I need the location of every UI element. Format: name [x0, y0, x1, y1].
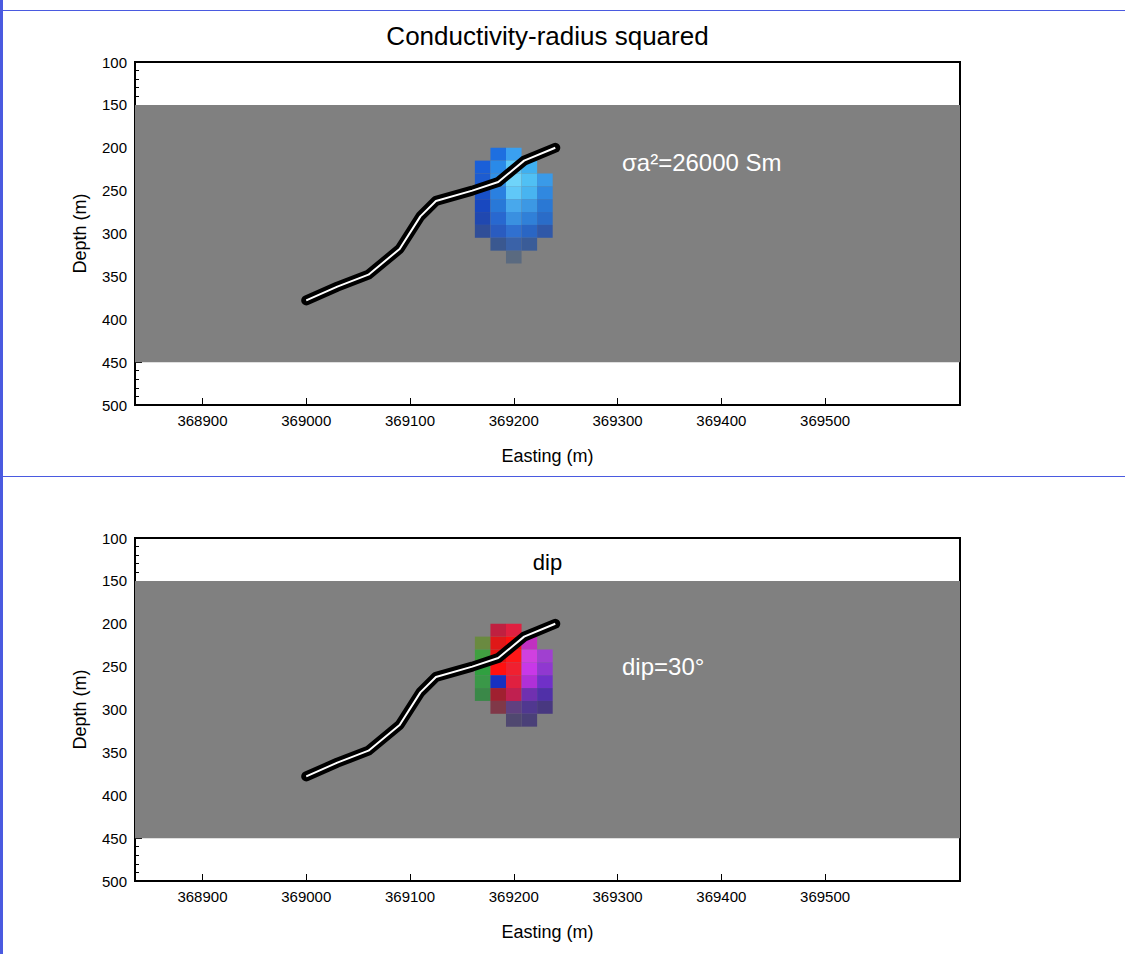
svg-text:Depth (m): Depth (m)	[70, 669, 90, 749]
svg-text:369500: 369500	[800, 888, 850, 905]
svg-text:369200: 369200	[489, 888, 539, 905]
svg-text:Easting (m): Easting (m)	[501, 922, 593, 942]
svg-text:369400: 369400	[696, 888, 746, 905]
svg-text:369500: 369500	[800, 412, 850, 429]
svg-text:Easting (m): Easting (m)	[501, 446, 593, 466]
svg-text:369400: 369400	[696, 412, 746, 429]
svg-text:σa²=26000 Sm: σa²=26000 Sm	[622, 149, 782, 176]
svg-text:369100: 369100	[385, 412, 435, 429]
svg-text:dip: dip	[533, 550, 562, 575]
svg-text:150: 150	[102, 96, 127, 113]
svg-text:369100: 369100	[385, 888, 435, 905]
svg-text:368900: 368900	[177, 412, 227, 429]
svg-text:Depth (m): Depth (m)	[70, 193, 90, 273]
svg-text:369000: 369000	[281, 412, 331, 429]
svg-text:369300: 369300	[593, 888, 643, 905]
svg-text:500: 500	[102, 397, 127, 414]
svg-text:200: 200	[102, 139, 127, 156]
svg-text:369200: 369200	[489, 412, 539, 429]
svg-text:200: 200	[102, 615, 127, 632]
svg-text:500: 500	[102, 873, 127, 890]
svg-text:Conductivity-radius squared: Conductivity-radius squared	[386, 21, 708, 51]
svg-text:250: 250	[102, 658, 127, 675]
svg-text:369300: 369300	[593, 412, 643, 429]
svg-text:300: 300	[102, 701, 127, 718]
svg-text:100: 100	[102, 54, 127, 71]
svg-text:400: 400	[102, 311, 127, 328]
svg-text:100: 100	[102, 530, 127, 547]
svg-text:350: 350	[102, 744, 127, 761]
svg-text:368900: 368900	[177, 888, 227, 905]
svg-text:dip=30°: dip=30°	[622, 653, 704, 680]
svg-text:400: 400	[102, 787, 127, 804]
svg-text:369000: 369000	[281, 888, 331, 905]
svg-text:450: 450	[102, 830, 127, 847]
svg-text:250: 250	[102, 182, 127, 199]
svg-text:150: 150	[102, 572, 127, 589]
svg-text:450: 450	[102, 354, 127, 371]
svg-text:300: 300	[102, 225, 127, 242]
svg-text:350: 350	[102, 268, 127, 285]
